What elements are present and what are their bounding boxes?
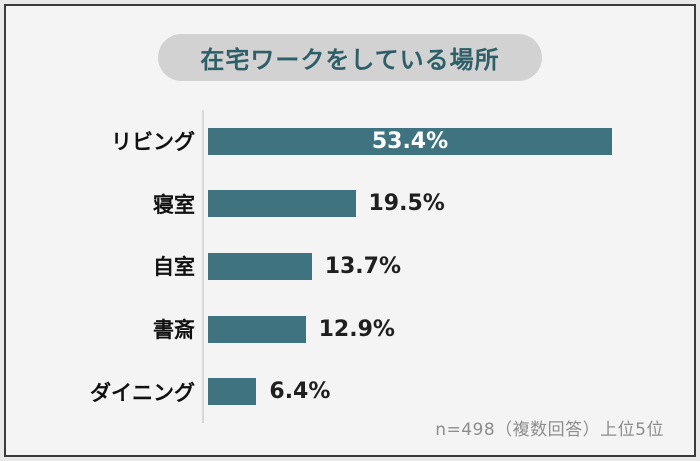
category-label: 自室 [153, 255, 195, 280]
bar [208, 252, 312, 280]
value-label-outside: 6.4% [269, 379, 331, 405]
bar-zone: 19.5% [203, 190, 694, 218]
chart-title-pill: 在宅ワークをしている場所 [158, 34, 542, 81]
value-label-outside: 13.7% [324, 253, 402, 279]
bar-row: 書斎 12.9% [6, 298, 694, 361]
bar-chart: リビング 53.4% 寝室 19.5% 自室 13.7% 書斎 [6, 110, 694, 423]
category-label: リビング [111, 130, 195, 155]
bar-zone: 6.4% [203, 378, 694, 406]
category-label: 寝室 [153, 192, 195, 217]
chart-card: 在宅ワークをしている場所 リビング 53.4% 寝室 19.5% 自室 [4, 4, 696, 457]
chart-title: 在宅ワークをしている場所 [200, 46, 500, 74]
category-label: 書斎 [153, 318, 195, 343]
category-label: ダイニング [90, 380, 195, 405]
value-label-outside: 19.5% [368, 191, 445, 217]
chart-rows: リビング 53.4% 寝室 19.5% 自室 13.7% 書斎 [6, 110, 694, 423]
value-label-inside: 53.4% [371, 128, 449, 154]
bar [208, 190, 356, 218]
bar-zone: 53.4% [203, 127, 694, 155]
bar-zone: 12.9% [203, 315, 694, 343]
bar-row: ダイニング 6.4% [6, 360, 694, 423]
sample-size-note: n=498（複数回答）上位5位 [435, 420, 664, 440]
bar-row: リビング 53.4% [6, 110, 694, 173]
bar [208, 378, 257, 406]
value-label-outside: 12.9% [318, 316, 395, 342]
bar [208, 315, 306, 343]
bar-row: 自室 13.7% [6, 235, 694, 298]
bar-row: 寝室 19.5% [6, 173, 694, 236]
bar: 53.4% [208, 127, 612, 155]
axis-line [202, 110, 204, 423]
bar-zone: 13.7% [203, 252, 694, 280]
